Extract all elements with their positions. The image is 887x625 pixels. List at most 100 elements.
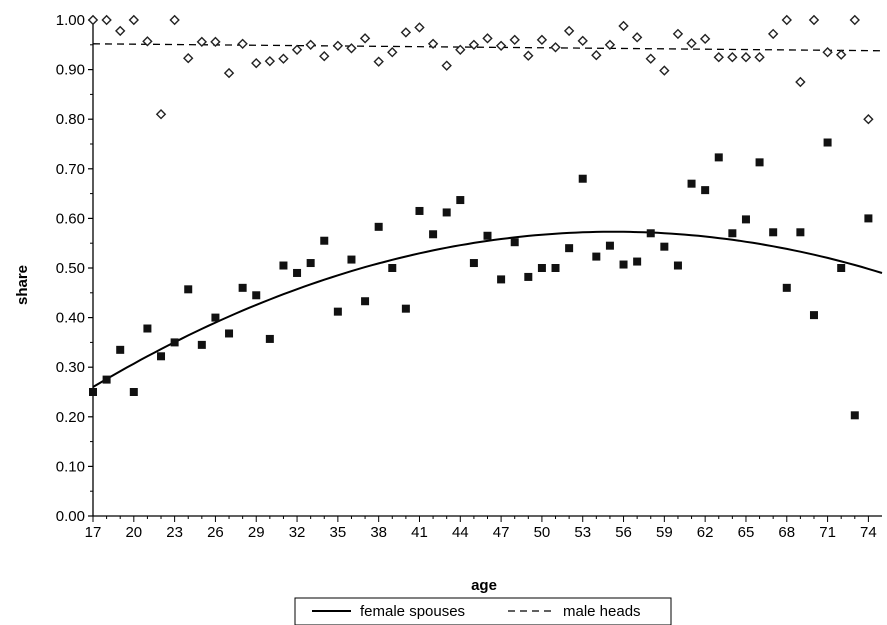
male-heads-point (645, 53, 656, 64)
male-heads-point (142, 36, 153, 47)
x-tick-label: 50 (534, 524, 551, 541)
female-spouses-point (415, 206, 424, 215)
male-heads-point (523, 50, 534, 61)
male-heads-point (591, 50, 602, 61)
female-spouses-point (741, 215, 750, 224)
x-tick-label: 20 (125, 524, 142, 541)
male-heads-point (237, 38, 248, 49)
female-spouses-point (592, 252, 601, 261)
male-heads-point (101, 14, 112, 26)
male-heads-point (223, 67, 235, 79)
male-heads-point (251, 57, 262, 69)
male-heads-point (699, 33, 711, 45)
male-heads-point (577, 35, 588, 47)
female-spouses-point (823, 138, 832, 147)
male-heads-point (441, 60, 452, 71)
male-heads-fit-line (92, 43, 883, 52)
female-spouses-point (687, 179, 696, 188)
female-spouses-point (578, 174, 587, 183)
y-tick-label: 0.90 (56, 62, 85, 79)
male-heads-point (754, 52, 765, 63)
male-heads-point (550, 42, 561, 53)
female-spouses-point (129, 388, 138, 396)
x-tick-label: 23 (166, 524, 183, 541)
female-spouses-point (429, 230, 438, 239)
male-heads-point (835, 49, 847, 60)
male-heads-point (618, 20, 629, 32)
male-heads-point (849, 14, 860, 26)
male-heads-point (319, 51, 330, 62)
x-tick-label: 65 (738, 524, 755, 541)
female-spouses-point (225, 329, 234, 338)
female-spouses-point (143, 324, 152, 333)
x-tick-label: 38 (370, 524, 387, 541)
female-spouses-point (483, 231, 492, 240)
female-spouses-fit-curve (92, 230, 883, 388)
y-tick-label: 0.70 (56, 161, 85, 178)
female-spouses-point (456, 196, 465, 205)
female-spouses-point (265, 334, 274, 343)
x-tick-label: 32 (289, 524, 306, 541)
female-spouses-point (796, 228, 805, 237)
female-spouses-point (306, 259, 315, 268)
female-spouses-point (157, 352, 166, 361)
x-tick-label: 71 (819, 524, 836, 541)
male-heads-point (400, 27, 412, 38)
x-tick-label: 56 (615, 524, 632, 541)
female-spouses-point (864, 214, 873, 223)
female-spouses-point (197, 340, 206, 349)
female-spouses-point (170, 338, 179, 347)
x-tick-label: 29 (248, 524, 265, 541)
y-tick-label: 0.40 (56, 310, 85, 327)
female-spouses-point (89, 388, 97, 396)
female-spouses-point (279, 261, 288, 270)
female-spouses-point (238, 283, 247, 292)
female-spouses-point (102, 375, 111, 384)
male-heads-point (659, 65, 670, 76)
male-heads-point (359, 33, 371, 44)
female-spouses-point (537, 264, 546, 272)
female-spouses-point (809, 311, 818, 320)
female-spouses-point (646, 229, 655, 238)
female-spouses-point (769, 228, 778, 237)
male-heads-point (604, 39, 616, 50)
male-heads-point (291, 44, 303, 55)
female-spouses-point (850, 411, 859, 420)
y-tick-label: 0.10 (56, 458, 85, 475)
female-spouses-point (211, 313, 220, 322)
male-heads-point (155, 109, 167, 120)
legend: female spouses male heads (294, 597, 672, 625)
female-spouses-point (524, 272, 533, 281)
female-spouses-point (701, 186, 710, 195)
x-axis-title: age (471, 577, 497, 594)
male-heads-point (414, 22, 425, 33)
y-tick-label: 0.00 (56, 508, 85, 525)
male-heads-point (795, 76, 806, 88)
female-spouses-point (116, 345, 125, 354)
male-heads-point (455, 44, 466, 55)
male-heads-point (863, 114, 874, 125)
male-heads-point (482, 33, 493, 44)
female-spouses-point (347, 255, 356, 264)
x-tick-label: 74 (860, 524, 877, 541)
female-spouses-point (374, 222, 383, 231)
male-heads-point (631, 32, 643, 43)
male-heads-point (196, 36, 208, 48)
x-tick-label: 53 (574, 524, 591, 541)
male-heads-point (264, 55, 276, 67)
female-spouses-point (361, 297, 370, 306)
y-tick-label: 1.00 (56, 12, 85, 29)
legend-label-male-heads: male heads (563, 603, 641, 620)
male-heads-point (495, 40, 507, 51)
legend-box (294, 597, 672, 625)
male-heads-point (822, 47, 833, 58)
male-heads-point (536, 34, 548, 46)
female-spouses-point (401, 304, 410, 313)
female-spouses-point (605, 241, 614, 250)
male-heads-point (468, 39, 480, 50)
x-tick-label: 26 (207, 524, 224, 541)
female-spouses-point (633, 257, 642, 266)
x-tick-label: 59 (656, 524, 673, 541)
female-spouses-point (565, 244, 574, 253)
